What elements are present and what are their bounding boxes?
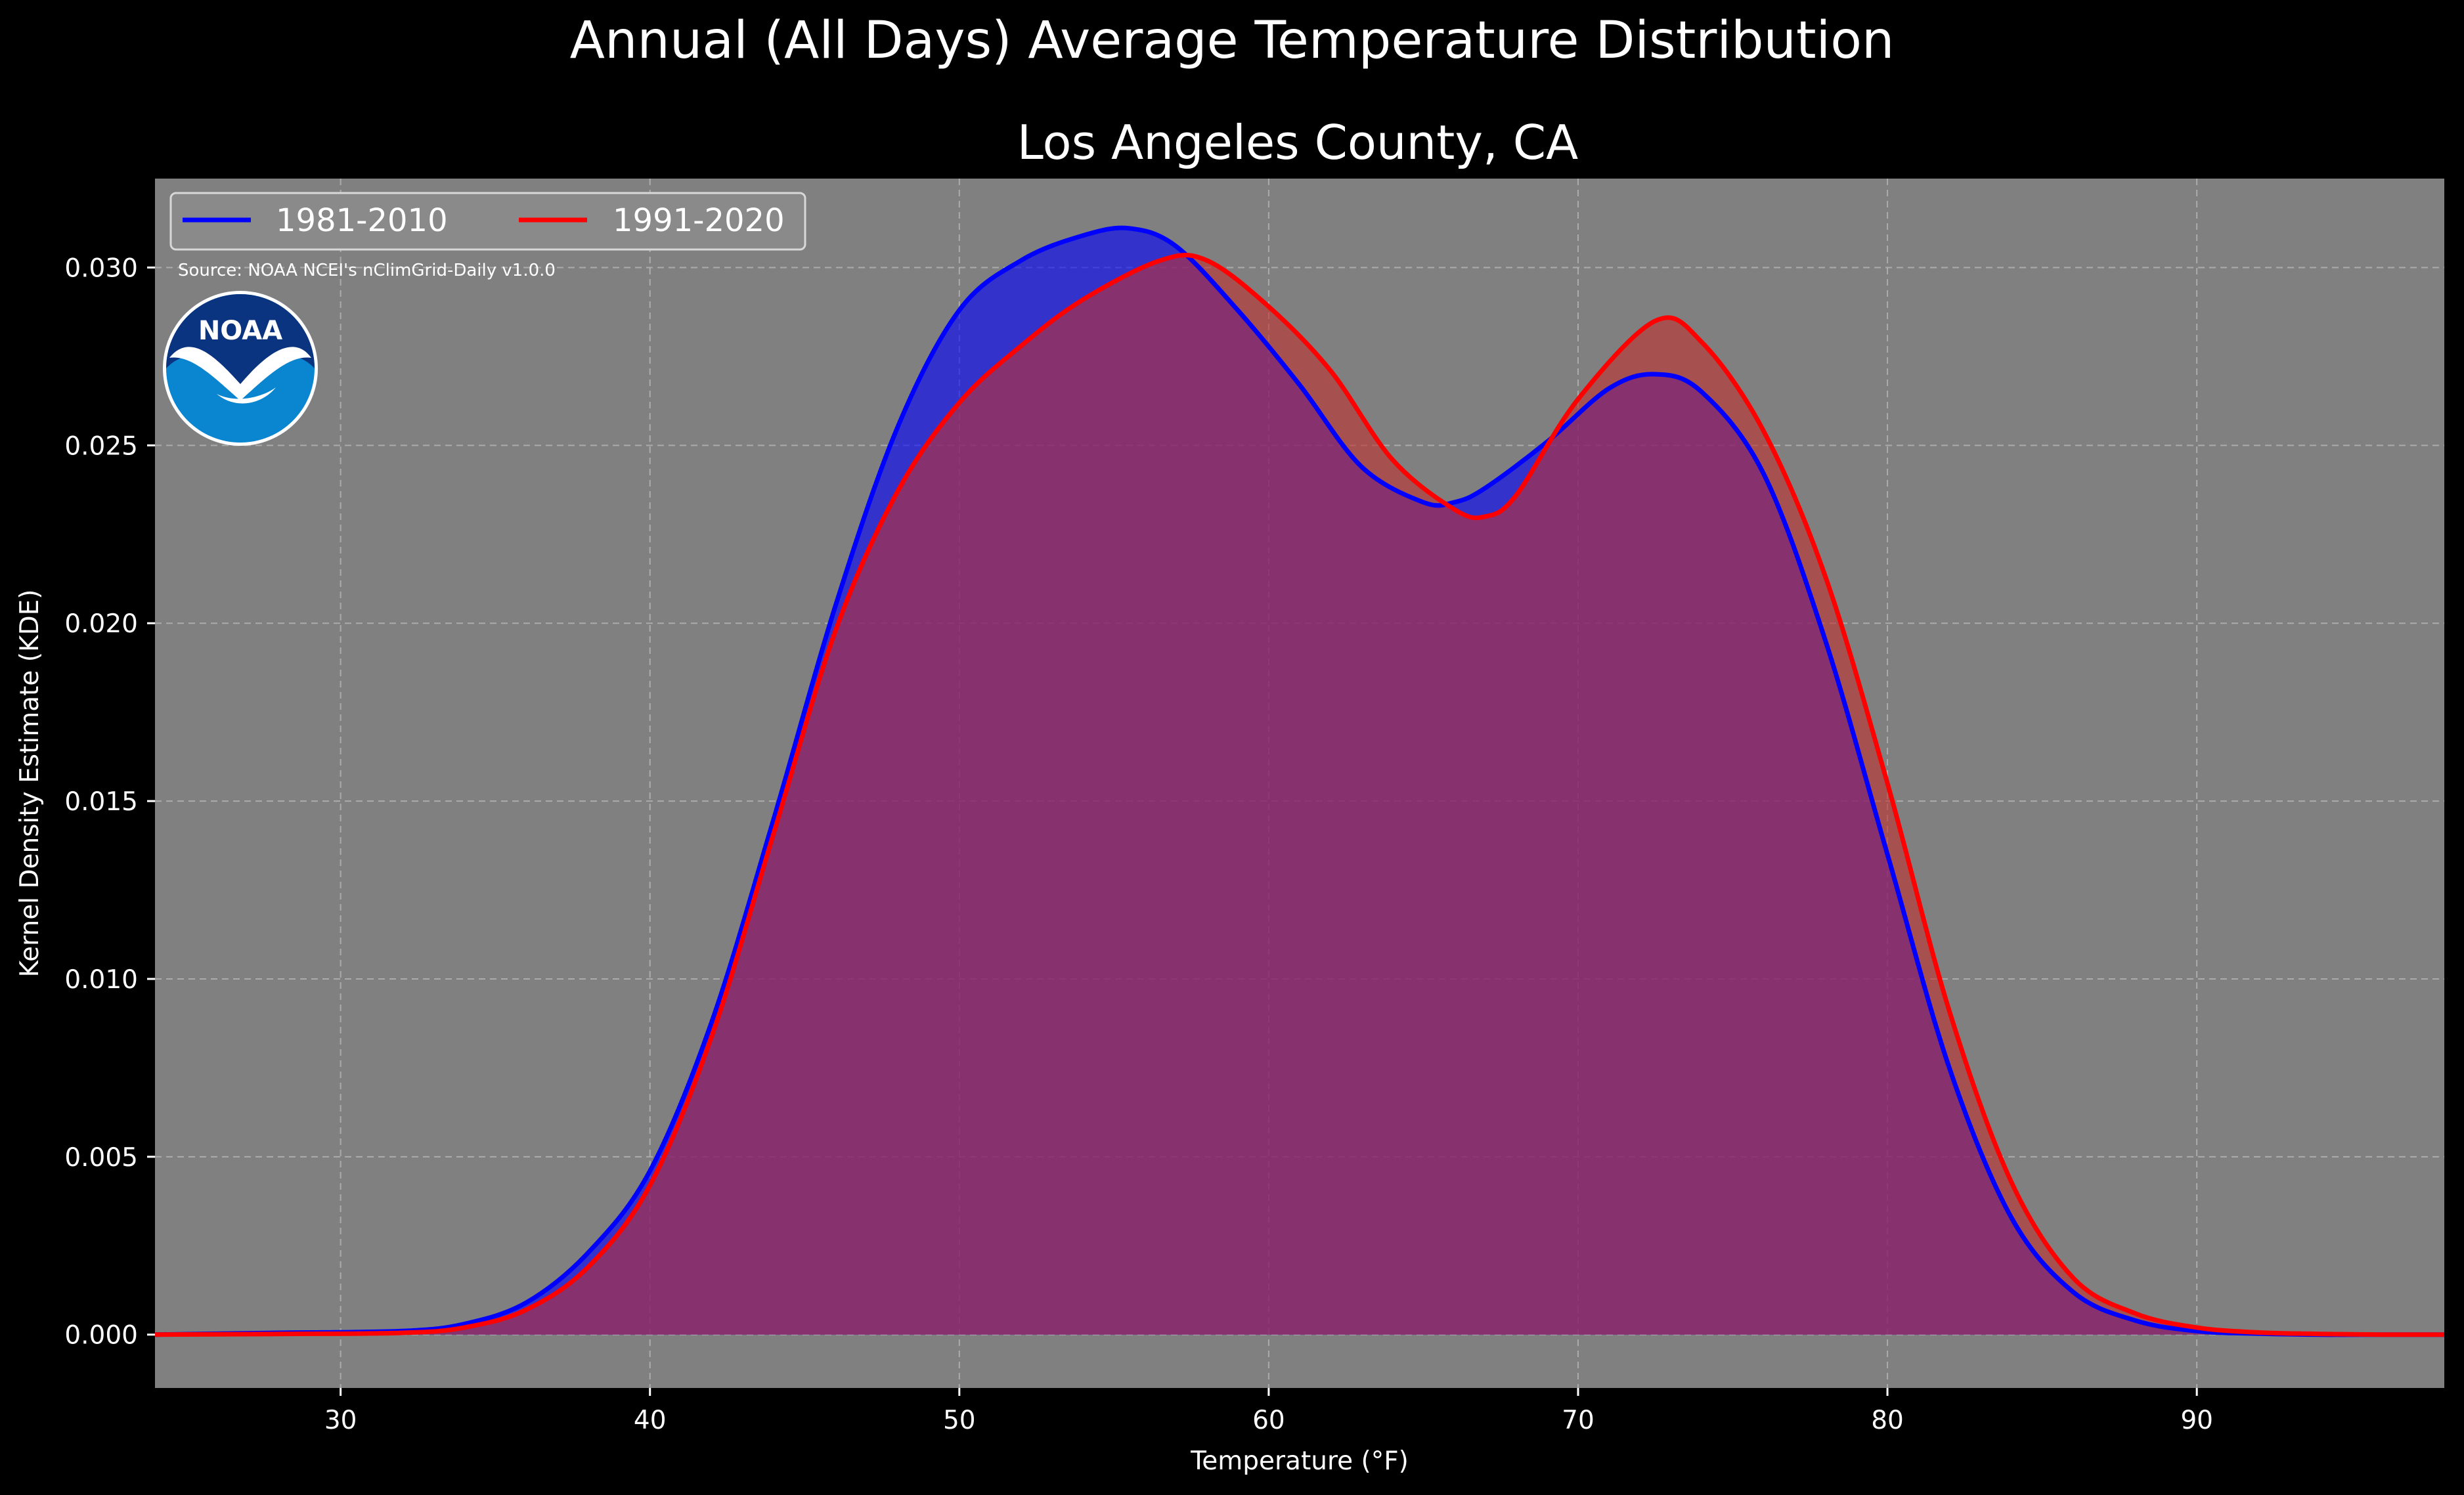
y-tick-label: 0.030: [64, 253, 138, 283]
x-tick-label: 90: [2180, 1406, 2213, 1435]
legend-label-1991-2020: 1991-2020: [613, 202, 785, 239]
y-axis-label: Kernel Density Estimate (KDE): [15, 590, 45, 978]
y-tick-label: 0.025: [64, 431, 138, 461]
x-tick-label: 70: [1562, 1406, 1595, 1435]
x-tick-label: 80: [1871, 1406, 1904, 1435]
x-tick-label: 60: [1252, 1406, 1285, 1435]
x-axis-label: Temperature (°F): [1190, 1446, 1409, 1476]
y-tick-label: 0.010: [64, 965, 138, 995]
series-area-1991-2020: [155, 255, 2444, 1335]
noaa-logo: NOAA: [163, 291, 318, 446]
chart-title: Los Angeles County, CA: [1017, 115, 1579, 170]
x-tick-label: 40: [634, 1406, 667, 1435]
x-tick-label: 30: [324, 1406, 357, 1435]
y-tick-label: 0.015: [64, 787, 138, 817]
noaa-logo-text: NOAA: [198, 316, 282, 346]
series-line-1991-2020: [154, 253, 2445, 1337]
chart-suptitle: Annual (All Days) Average Temperature Di…: [570, 11, 1895, 70]
axes: 30 40 50 60 70 80 90 0.000 0.005 0.010 0.015 0.020 0…: [64, 253, 2213, 1435]
x-tick-label: 50: [943, 1406, 976, 1435]
source-annotation: Source: NOAA NCEI's nClimGrid-Daily v1.0…: [178, 261, 556, 280]
legend: 1981-2010 1991-2020: [169, 192, 806, 251]
y-tick-label: 0.000: [64, 1321, 138, 1351]
noaa-logo-dark-blue: [166, 294, 315, 384]
series-line-1981-2010: [154, 225, 2444, 1337]
legend-label-1981-2010: 1981-2010: [276, 202, 448, 239]
y-tick-label: 0.020: [64, 609, 138, 639]
series-layer: [154, 225, 2445, 1337]
noaa-logo-bird-icon: [169, 347, 311, 401]
legend-box: [169, 192, 806, 251]
noaa-logo-wave-icon: [217, 387, 276, 404]
y-tick-label: 0.005: [64, 1143, 138, 1173]
